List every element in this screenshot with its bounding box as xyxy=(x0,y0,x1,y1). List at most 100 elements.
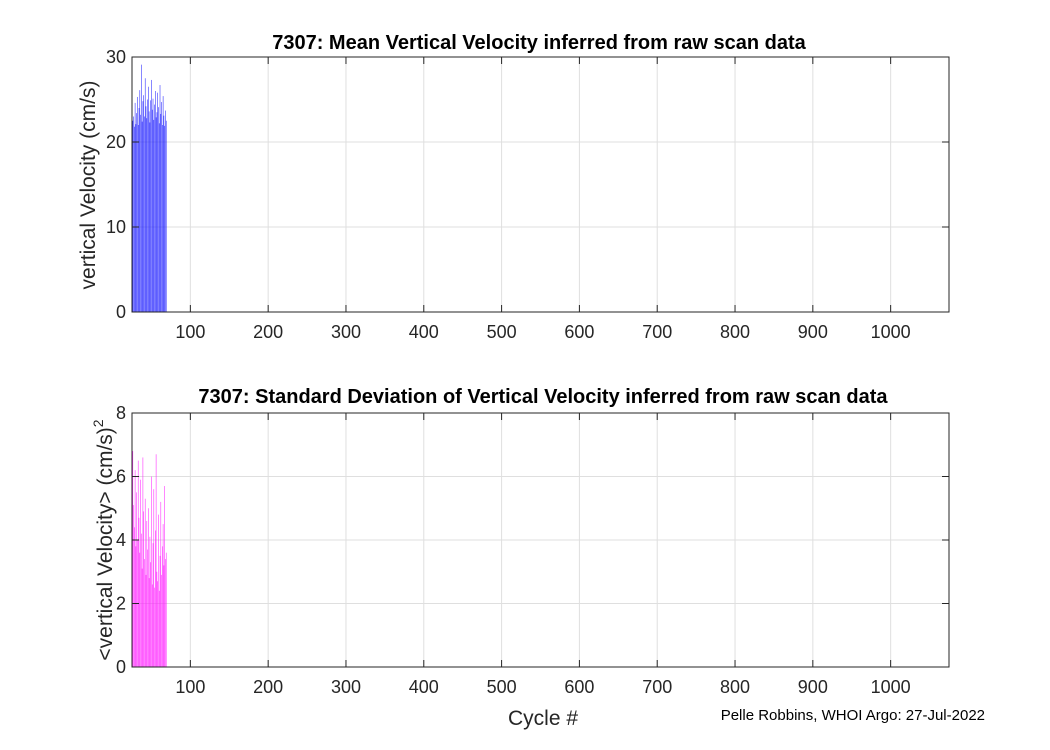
credit-text: Pelle Robbins, WHOI Argo: 27-Jul-2022 xyxy=(721,707,985,724)
mean-velocity-bar-66 xyxy=(163,115,165,313)
mean-velocity-bar-60 xyxy=(158,123,160,312)
std-velocity-ytick-label-6: 6 xyxy=(116,467,126,487)
std-velocity-ticks: 100 200 300 400 500 600 700 800 900 1000 0 2 4 6 8 xyxy=(116,403,949,697)
std-velocity-bar-61 xyxy=(159,555,161,667)
std-velocity-ylabel-text: <vertical Velocity> (cm/s) xyxy=(94,427,117,660)
std-velocity-bar-60 xyxy=(158,590,160,667)
mean-velocity-xtick-label-1000: 1000 xyxy=(871,322,911,342)
std-velocity-grid xyxy=(132,412,949,668)
mean-velocity-bar-45 xyxy=(147,99,148,312)
mean-velocity-bar-56 xyxy=(155,117,157,312)
std-velocity-bar-55 xyxy=(155,530,156,667)
mean-velocity-bar-34 xyxy=(138,108,140,312)
mean-velocity-xtick-label-500: 500 xyxy=(487,322,517,342)
std-velocity-bar-54 xyxy=(154,587,155,667)
std-velocity-xlabel: Cycle # xyxy=(508,707,578,730)
mean-velocity-ticks: 100 200 300 400 500 600 700 800 900 1000 0 10 20 30 xyxy=(106,47,949,342)
std-velocity-ytick-label-0: 0 xyxy=(116,657,126,677)
mean-velocity-title: 7307: Mean Vertical Velocity inferred fr… xyxy=(272,32,806,54)
std-velocity-bar-49 xyxy=(150,562,151,667)
std-velocity-xtick-label-700: 700 xyxy=(642,677,672,697)
mean-velocity-bar-37 xyxy=(141,64,142,313)
mean-velocity-bar-53 xyxy=(153,119,155,313)
mean-velocity-bar-27 xyxy=(133,116,134,312)
mean-velocity-bar-55 xyxy=(155,91,156,312)
mean-velocity-ytick-label-30: 30 xyxy=(106,47,126,67)
std-velocity-bar-58 xyxy=(157,581,158,667)
mean-velocity-bar-44 xyxy=(146,118,148,312)
std-velocity-bar-62 xyxy=(160,501,162,667)
mean-velocity-xtick-label-400: 400 xyxy=(409,322,439,342)
std-velocity-xtick-label-1000: 1000 xyxy=(871,677,911,697)
std-velocity-xtick-label-500: 500 xyxy=(487,677,517,697)
std-velocity-bar-38 xyxy=(141,568,143,667)
std-velocity-bar-26 xyxy=(132,451,134,667)
std-velocity-xtick-label-400: 400 xyxy=(409,677,439,697)
mean-velocity-bar-29 xyxy=(134,102,136,313)
std-velocity-bar-52 xyxy=(152,543,154,667)
mean-velocity-ytick-label-0: 0 xyxy=(116,302,126,322)
mean-velocity-bar-47 xyxy=(148,111,150,313)
mean-velocity-ylabel: vertical Velocity (cm/s) xyxy=(77,81,100,290)
std-velocity-bar-37 xyxy=(141,533,142,667)
std-velocity-bar-41 xyxy=(144,559,145,667)
mean-velocity-bar-26 xyxy=(132,120,134,312)
mean-velocity-bar-64 xyxy=(162,125,163,312)
mean-velocity-bar-40 xyxy=(143,95,144,312)
mean-velocity-bar-38 xyxy=(141,121,143,312)
mean-velocity-bar-65 xyxy=(162,96,164,312)
mean-velocity-xtick-label-700: 700 xyxy=(642,322,672,342)
std-velocity-xtick-label-200: 200 xyxy=(253,677,283,697)
mean-velocity-xtick-label-900: 900 xyxy=(798,322,828,342)
mean-velocity-bar-52 xyxy=(152,98,154,313)
mean-velocity-bar-46 xyxy=(148,86,149,312)
std-velocity-bar-27 xyxy=(133,505,134,667)
std-velocity-bar-31 xyxy=(136,492,137,667)
mean-velocity-bars xyxy=(132,64,167,313)
mean-velocity-bar-41 xyxy=(144,116,145,312)
std-velocity-bar-50 xyxy=(151,476,152,667)
mean-velocity-bar-51 xyxy=(151,109,153,312)
std-velocity-bar-53 xyxy=(153,489,155,667)
mean-velocity-bar-42 xyxy=(144,78,146,312)
mean-velocity-ytick-label-20: 20 xyxy=(106,132,126,152)
mean-velocity-bar-43 xyxy=(145,106,147,312)
std-velocity-bar-43 xyxy=(145,574,147,667)
std-velocity-bar-46 xyxy=(148,508,149,667)
mean-velocity-xtick-label-600: 600 xyxy=(564,322,594,342)
mean-velocity-bar-31 xyxy=(136,113,137,312)
std-velocity-bar-45 xyxy=(147,549,148,667)
std-velocity-bar-44 xyxy=(146,520,148,667)
std-velocity-ytick-label-4: 4 xyxy=(116,530,126,550)
std-velocity-bar-64 xyxy=(162,546,163,667)
mean-velocity-bar-68 xyxy=(165,110,166,312)
std-velocity-bar-30 xyxy=(135,546,137,667)
mean-velocity-chart: 7307: Mean Vertical Velocity inferred fr… xyxy=(77,32,950,342)
std-velocity-bar-65 xyxy=(162,524,164,667)
std-velocity-xtick-label-900: 900 xyxy=(798,677,828,697)
std-velocity-bar-59 xyxy=(158,514,159,667)
std-velocity-ylabel-superscript: 2 xyxy=(90,419,106,427)
std-velocity-title: 7307: Standard Deviation of Vertical Vel… xyxy=(198,386,888,408)
std-velocity-xtick-label-800: 800 xyxy=(720,677,750,697)
mean-velocity-bar-58 xyxy=(157,92,158,312)
std-velocity-bar-29 xyxy=(134,470,136,667)
std-velocity-bar-47 xyxy=(148,578,150,667)
mean-velocity-bar-57 xyxy=(156,112,158,312)
mean-velocity-bar-67 xyxy=(164,125,165,312)
mean-velocity-xtick-label-800: 800 xyxy=(720,322,750,342)
mean-velocity-ytick-label-10: 10 xyxy=(106,217,126,237)
mean-velocity-bar-63 xyxy=(161,102,162,312)
std-velocity-bar-34 xyxy=(138,517,140,667)
std-velocity-bar-28 xyxy=(134,527,135,667)
std-velocity-bar-63 xyxy=(161,574,162,667)
mean-velocity-bar-62 xyxy=(160,113,162,312)
mean-velocity-bar-39 xyxy=(142,101,144,312)
std-velocity-bar-42 xyxy=(144,498,146,667)
mean-velocity-bar-61 xyxy=(159,85,161,312)
std-velocity-bar-68 xyxy=(165,559,166,667)
mean-velocity-bar-32 xyxy=(137,96,138,312)
mean-velocity-xtick-label-100: 100 xyxy=(175,322,205,342)
